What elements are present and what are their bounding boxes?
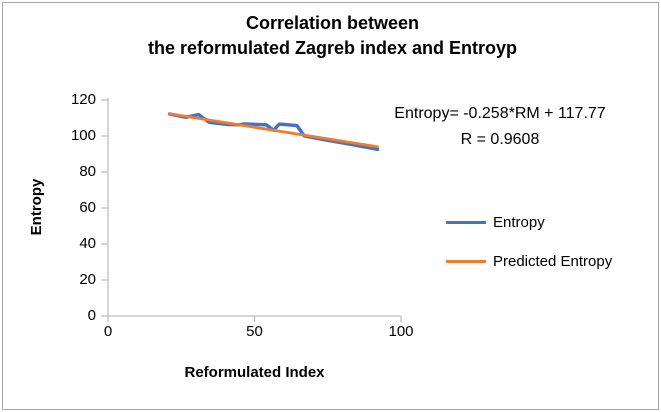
y-axis-title[interactable]: Entropy xyxy=(28,178,45,236)
legend: Entropy Predicted Entropy xyxy=(446,211,612,289)
legend-entry-predicted-entropy[interactable]: Predicted Entropy xyxy=(446,250,612,272)
chart-title[interactable]: Correlation between the reformulated Zag… xyxy=(20,11,645,61)
y-tick-label-60: 60 xyxy=(79,199,96,216)
y-tick-label-40: 40 xyxy=(79,235,96,252)
y-tick-label-20: 20 xyxy=(79,271,96,288)
series-line-predicted-entropy[interactable] xyxy=(168,112,380,149)
chart-title-line-2: the reformulated Zagreb index and Entroy… xyxy=(147,38,518,58)
trendline-equation: Entropy= -0.258*RM + 117.77 xyxy=(394,105,606,122)
x-tick-label-0: 0 xyxy=(103,323,113,340)
legend-line-swatch-entropy xyxy=(446,220,486,224)
legend-label-predicted-entropy: Predicted Entropy xyxy=(493,252,613,270)
legend-line-swatch-predicted-entropy xyxy=(446,259,486,263)
y-tick-label-100: 100 xyxy=(70,127,96,144)
legend-entry-entropy[interactable]: Entropy xyxy=(446,211,612,233)
legend-label-entropy: Entropy xyxy=(493,213,545,231)
x-tick-label-100: 100 xyxy=(388,323,414,340)
y-tick-label-0: 0 xyxy=(87,307,96,324)
y-tick-label-120: 120 xyxy=(70,91,96,108)
chart-title-line-1: Correlation between xyxy=(245,13,420,33)
trendline-annotation[interactable]: Entropy= -0.258*RM + 117.77 R = 0.9608 xyxy=(360,101,640,153)
x-tick-label-50: 50 xyxy=(246,323,263,340)
correlation-coefficient: R = 0.9608 xyxy=(460,131,540,148)
y-tick-label-80: 80 xyxy=(79,163,96,180)
x-axis-title[interactable]: Reformulated Index xyxy=(184,364,325,381)
